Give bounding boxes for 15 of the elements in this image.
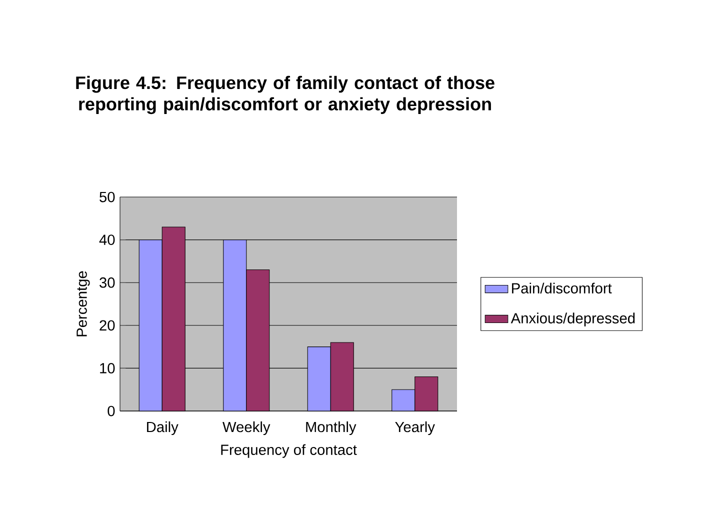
legend-label: Pain/discomfort — [512, 282, 612, 294]
y-axis-title: Percentge — [76, 271, 90, 336]
x-tick-label: Daily — [147, 421, 178, 436]
y-tick-label: 10 — [100, 363, 115, 374]
y-tick-label: 40 — [99, 234, 115, 245]
y-tick-label: 0 — [108, 406, 115, 416]
x-tick-label: Weekly — [222, 421, 270, 436]
x-tick-label: Yearly — [395, 421, 435, 436]
x-axis-title: Frequency of contact — [221, 444, 357, 458]
y-tick-label: 50 — [100, 192, 115, 202]
y-tick-label: 20 — [100, 320, 115, 331]
y-tick-label: 30 — [100, 277, 115, 288]
x-tick-label: Monthly — [306, 421, 356, 436]
chart-title: Figure 4.5: Frequency of family contact of those reporting pain/discomfort or anxiety depression — [76, 76, 494, 114]
legend-label: Anxious/depressed — [510, 312, 635, 326]
